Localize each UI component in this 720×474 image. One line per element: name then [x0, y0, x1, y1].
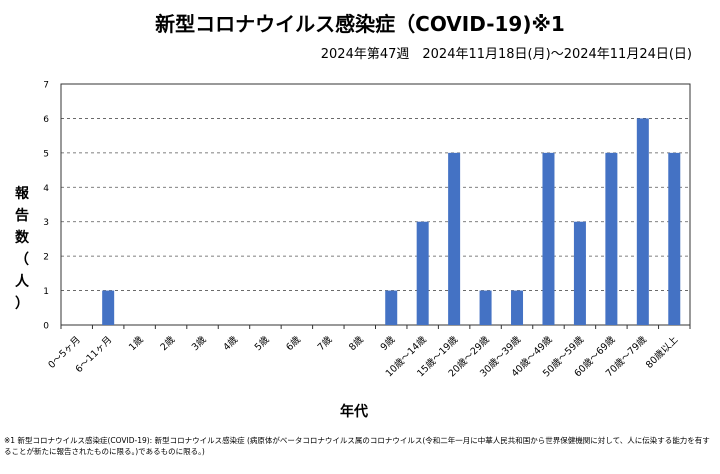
x-tick-label: 1歳 [126, 333, 146, 353]
y-tick-label: 1 [43, 287, 49, 297]
y-tick-label: 6 [43, 115, 49, 125]
x-axis-label: 年代 [340, 404, 368, 420]
y-tick-label: 7 [43, 81, 49, 91]
y-tick-label: 4 [43, 184, 49, 194]
bar [479, 290, 492, 325]
bar [511, 290, 524, 325]
y-axis-label-char: （ [15, 252, 29, 268]
x-tick-label: 9歳 [378, 333, 398, 353]
y-axis-label: 報告数 （ 人 ） [12, 183, 32, 315]
y-tick-label: 3 [43, 218, 49, 228]
bar [668, 152, 681, 325]
x-tick-label: 7歳 [315, 333, 335, 353]
bar [416, 221, 429, 325]
x-tick-label: 8歳 [346, 333, 366, 353]
x-tick-label: 4歳 [221, 333, 241, 353]
x-tick-label: 6歳 [284, 333, 304, 353]
y-axis-label-char: 数 [15, 230, 29, 246]
plot-frame [60, 83, 691, 326]
y-tick-label: 2 [43, 253, 49, 263]
bar [636, 118, 649, 325]
x-tick-label: 2歳 [158, 333, 178, 353]
y-axis-label-char: ） [15, 296, 29, 312]
bar [573, 221, 586, 325]
bar [542, 152, 555, 325]
y-axis-label-char: 告 [15, 208, 29, 224]
y-tick-label: 0 [43, 322, 49, 332]
bar [605, 152, 618, 325]
bar [102, 290, 115, 325]
y-axis-label-char: 報 [15, 186, 29, 202]
bar [385, 290, 398, 325]
x-tick-label: 80歳以上 [643, 333, 681, 371]
chart-subtitle: 2024年第47週 2024年11月18日(月)～2024年11月24日(日) [320, 47, 692, 62]
x-tick-label: 5歳 [252, 333, 272, 353]
chart-title: 新型コロナウイルス感染症（COVID-19)※1 [155, 12, 565, 36]
x-tick-label: 3歳 [189, 333, 209, 353]
bar [448, 152, 461, 325]
footnote: ※1 新型コロナウイルス感染症(COVID-19): 新型コロナウイルス感染症 … [4, 436, 710, 456]
y-axis-label-char: 人 [15, 274, 29, 290]
y-tick-label: 5 [43, 149, 49, 159]
